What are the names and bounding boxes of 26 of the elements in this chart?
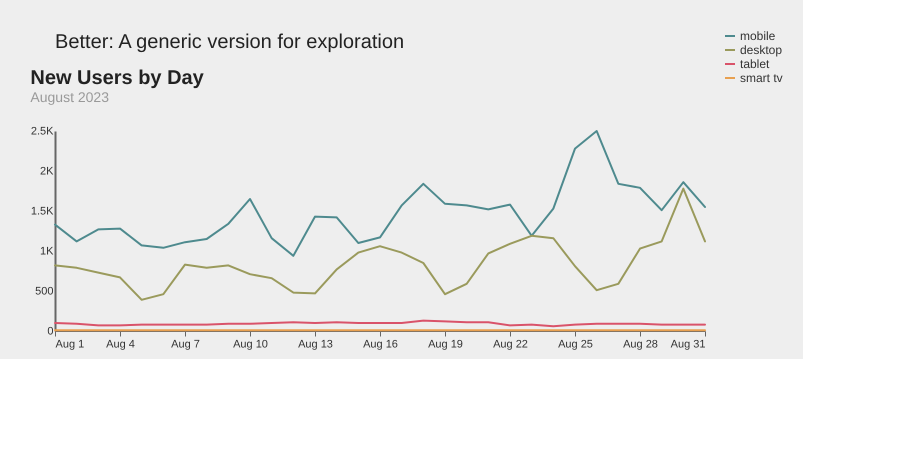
x-tick-label: Aug 28 bbox=[623, 338, 658, 350]
legend-label: tablet bbox=[740, 57, 770, 71]
y-tick-label: 1K bbox=[40, 246, 54, 258]
legend-label: desktop bbox=[740, 43, 782, 57]
line-series bbox=[54, 130, 706, 257]
x-tick-label: Aug 31 bbox=[670, 338, 706, 350]
y-tick-label: 2.5K bbox=[30, 126, 54, 138]
x-tick-label: Aug 4 bbox=[106, 338, 135, 350]
legend-label: mobile bbox=[740, 29, 776, 43]
legend-label: smart tv bbox=[740, 71, 783, 85]
x-tick-label: Aug 25 bbox=[558, 338, 593, 350]
y-tick-label: 2K bbox=[40, 166, 54, 178]
y-tick-label: 500 bbox=[35, 286, 54, 298]
x-tick-label: Aug 22 bbox=[493, 338, 528, 350]
line-series bbox=[54, 188, 706, 301]
y-tick-label: 0 bbox=[47, 326, 54, 338]
x-tick-label: Aug 19 bbox=[428, 338, 463, 350]
x-tick-label: Aug 10 bbox=[233, 338, 268, 350]
x-tick-label: Aug 16 bbox=[363, 338, 398, 350]
chart-title: New Users by Day bbox=[30, 67, 205, 89]
x-tick-label: Aug 13 bbox=[298, 338, 333, 350]
x-tick-label: Aug 1 bbox=[56, 338, 84, 350]
text: Better: A generic version for exploration bbox=[55, 31, 404, 53]
chart-subtitle: August 2023 bbox=[30, 89, 110, 105]
y-tick-label: 1.5K bbox=[30, 206, 54, 218]
x-tick-label: Aug 7 bbox=[171, 338, 200, 350]
